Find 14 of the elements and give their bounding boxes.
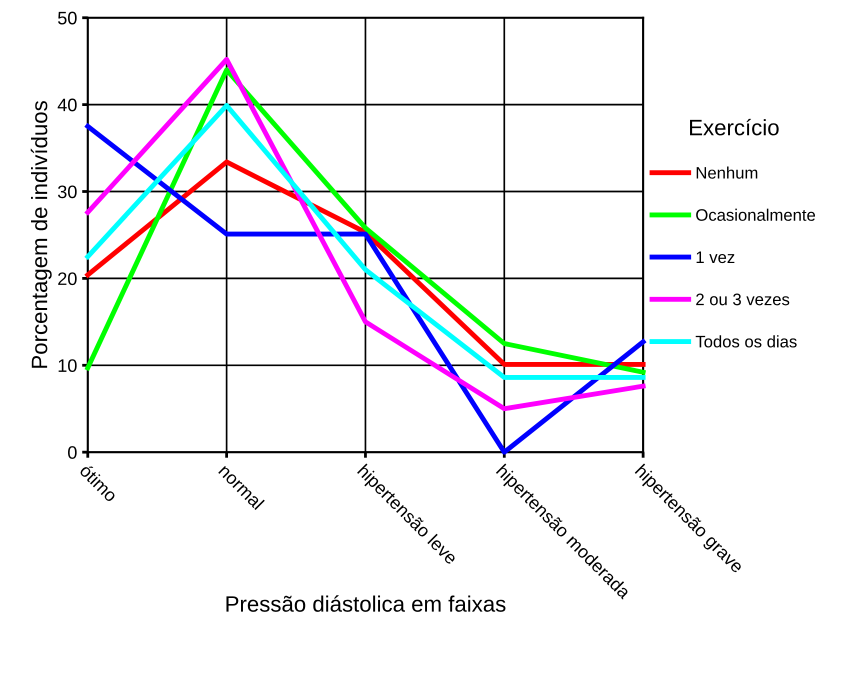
- y-tick-label: 0: [68, 446, 77, 459]
- legend-label: Ocasionalmente: [696, 208, 816, 221]
- y-tick-label: 30: [58, 185, 77, 198]
- x-axis-title: Pressão diástolica em faixas: [226, 595, 506, 612]
- y-tick-label: 10: [58, 359, 77, 372]
- legend-label: 2 ou 3 vezes: [696, 294, 790, 306]
- legend-label: Todos os dias: [696, 335, 797, 348]
- y-tick-label: 40: [58, 98, 77, 112]
- y-tick-label: 50: [58, 12, 77, 24]
- legend-title: Exercício: [690, 118, 779, 136]
- y-axis-title: Porcentagem de indivíduos: [30, 101, 52, 368]
- legend-label: 1 vez: [696, 251, 734, 264]
- legend-label: Nenhum: [696, 166, 758, 179]
- y-tick-label: 20: [58, 272, 77, 286]
